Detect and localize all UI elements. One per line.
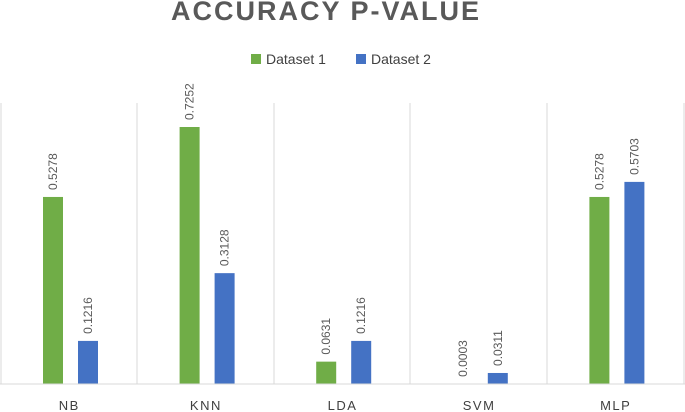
data-label: 0.3128 bbox=[218, 229, 232, 266]
legend-swatch-dataset-1 bbox=[251, 54, 261, 64]
bar-nb-dataset-2 bbox=[78, 340, 98, 384]
bar-svm-dataset-2 bbox=[487, 372, 508, 384]
category-separators bbox=[0, 103, 685, 384]
bar-lda-dataset-1 bbox=[316, 361, 337, 384]
category-label-nb: NB bbox=[59, 398, 80, 412]
data-label: 0.7252 bbox=[183, 83, 197, 120]
category-label-mlp: MLP bbox=[600, 398, 631, 412]
bar-mlp-dataset-2 bbox=[624, 181, 645, 384]
bar-nb-dataset-1 bbox=[43, 196, 63, 384]
data-label: 0.1216 bbox=[81, 297, 95, 334]
bars: 0.5278 0.1216 0.7252 0.3128 0.0631 0.1216 0.00… bbox=[43, 83, 645, 384]
category-label-knn: KNN bbox=[190, 398, 222, 412]
data-label: 0.0003 bbox=[456, 340, 470, 377]
legend-label-dataset-2: Dataset 2 bbox=[371, 51, 431, 67]
category-label-lda: LDA bbox=[328, 398, 358, 412]
data-label: 0.1216 bbox=[354, 297, 368, 334]
data-label: 0.0631 bbox=[319, 318, 333, 355]
bar-lda-dataset-2 bbox=[351, 340, 372, 384]
chart-title: ACCURACY P-VALUE bbox=[171, 0, 481, 26]
legend-label-dataset-1: Dataset 1 bbox=[266, 51, 326, 67]
legend: Dataset 1 Dataset 2 bbox=[251, 51, 431, 67]
data-label: 0.5703 bbox=[627, 138, 641, 175]
data-label: 0.0311 bbox=[491, 330, 505, 366]
bar-knn-dataset-1 bbox=[179, 127, 200, 384]
bar-mlp-dataset-1 bbox=[589, 196, 610, 384]
legend-swatch-dataset-2 bbox=[356, 54, 366, 64]
data-label: 0.5278 bbox=[592, 153, 606, 190]
category-label-svm: SVM bbox=[463, 398, 496, 412]
category-labels: NB KNN LDA SVM MLP bbox=[59, 398, 631, 412]
bar-knn-dataset-2 bbox=[214, 273, 235, 384]
data-label: 0.5278 bbox=[46, 153, 60, 190]
